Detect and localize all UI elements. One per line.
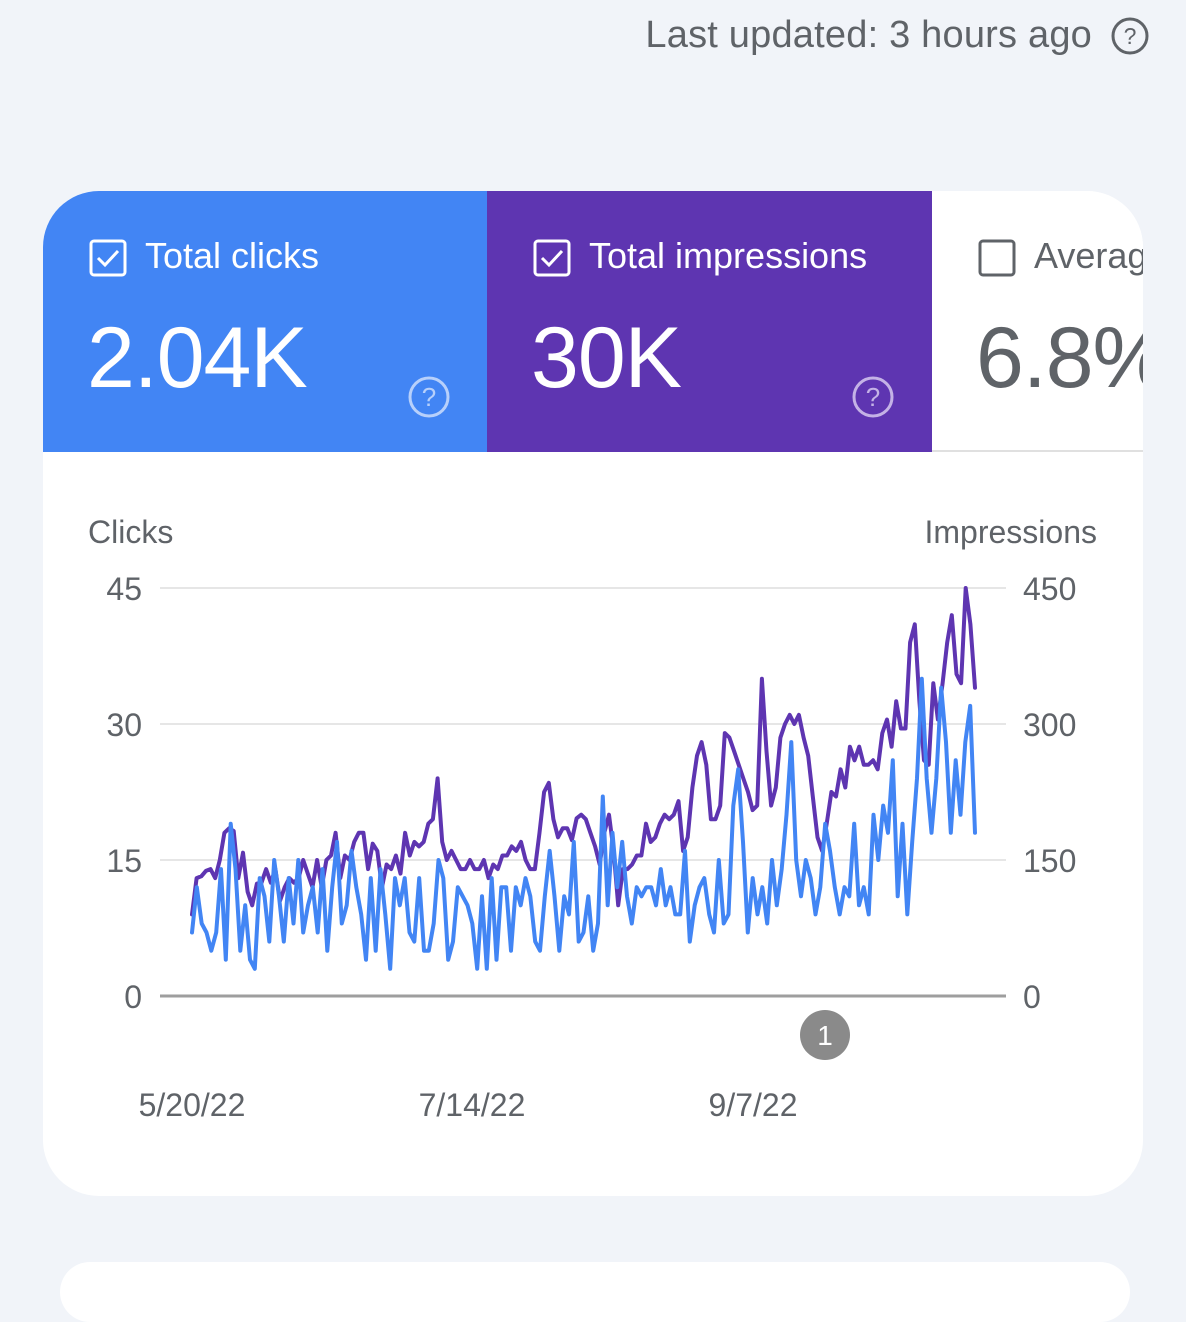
x-tick-label: 7/14/22 [419,1087,526,1123]
next-card [60,1262,1130,1322]
series-line-clicks [190,676,977,971]
y-tick-right: 0 [1023,979,1041,1015]
annotation-marker[interactable] [800,1010,850,1060]
y-tick-left: 30 [106,707,142,743]
performance-card: Total clicks 2.04K ? Total impressions 3… [43,191,1143,1196]
y-tick-right: 300 [1023,707,1076,743]
tile-total-clicks[interactable]: Total clicks 2.04K ? [43,191,487,452]
y-tick-right: 150 [1023,843,1076,879]
line-chart: Clicks Impressions453015045030015005/20/2… [88,514,1098,1123]
y-tick-right: 450 [1023,571,1076,607]
svg-text:?: ? [1124,23,1137,49]
help-icon[interactable]: ? [1110,16,1150,56]
svg-text:?: ? [422,382,436,412]
x-tick-label: 9/7/22 [709,1087,798,1123]
performance-chart: Clicks Impressions 45 30 15 0 450 300 150 0 5/20/2… [43,452,1143,1196]
top-bar: Last updated: 3 hours ago ? [0,0,1186,80]
x-tick-label: 5/20/22 [139,1087,246,1123]
y-tick-left: 15 [106,843,142,879]
y-axis-right-title: Impressions [925,514,1098,550]
y-tick-left: 0 [124,979,142,1015]
tile-label: Total clicks [145,235,320,276]
y-axis-left-title: Clicks [88,514,173,550]
metric-tiles: Total clicks 2.04K ? Total impressions 3… [43,191,1143,452]
tile-value: 2.04K [87,310,308,406]
checkbox-unchecked-icon[interactable] [978,239,1016,277]
checkbox-checked-icon[interactable] [89,239,127,277]
last-updated-text: Last updated: 3 hours ago [645,14,1092,56]
tile-value: 30K [531,310,682,406]
y-tick-left: 45 [106,571,142,607]
tile-label: Total impressions [589,235,868,276]
checkbox-checked-icon[interactable] [533,239,571,277]
tile-total-impressions[interactable]: Total impressions 30K ? [487,191,932,452]
svg-text:?: ? [866,382,880,412]
tile-value: 6.8% [976,310,1143,406]
help-icon[interactable]: ? [850,374,896,420]
help-icon[interactable]: ? [406,374,452,420]
tile-label: Averag [1034,235,1143,276]
annotation-label: 1 [817,1020,833,1051]
tile-average-ctr[interactable]: Averag 6.8% [932,191,1143,452]
